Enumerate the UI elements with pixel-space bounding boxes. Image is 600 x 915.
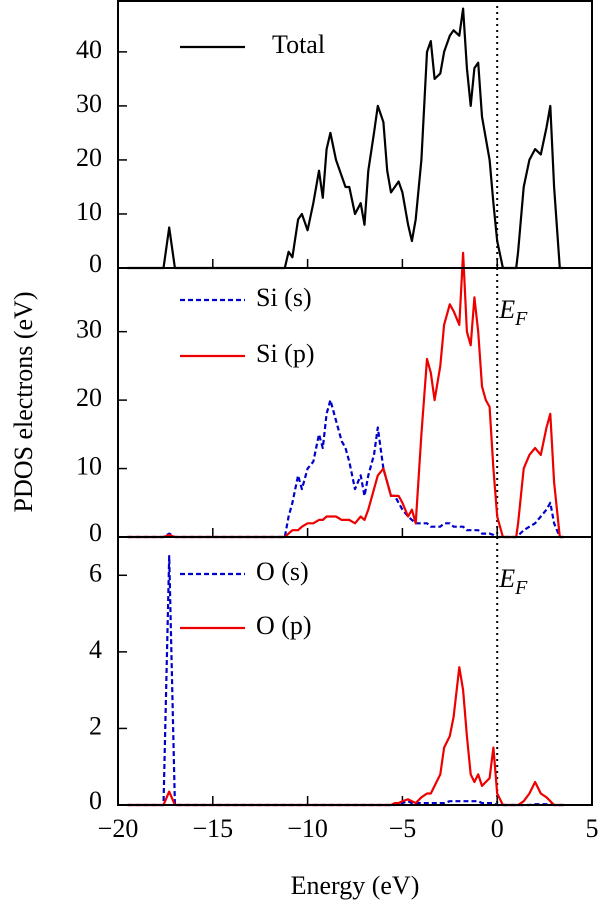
y-tick-label: 20 bbox=[76, 143, 102, 172]
legend-label: O (p) bbox=[256, 611, 312, 640]
annotation: EF bbox=[498, 564, 528, 599]
y-tick-label: 2 bbox=[89, 711, 102, 740]
y-tick-label: 6 bbox=[89, 558, 102, 587]
y-tick-label: 0 bbox=[89, 518, 102, 547]
y-tick-label: 10 bbox=[76, 452, 102, 481]
x-tick-label: 5 bbox=[586, 814, 599, 843]
legend-label: Si (s) bbox=[256, 283, 312, 312]
y-tick-label: 10 bbox=[76, 197, 102, 226]
annotation-subscript: F bbox=[514, 308, 528, 330]
x-tick-label: −5 bbox=[389, 814, 417, 843]
y-tick-label: 30 bbox=[76, 89, 102, 118]
y-tick-label: 0 bbox=[89, 249, 102, 278]
legend-label: Total bbox=[272, 30, 325, 59]
x-tick-label: −15 bbox=[192, 814, 233, 843]
y-tick-label: 30 bbox=[76, 315, 102, 344]
x-axis-label: Energy (eV) bbox=[291, 871, 420, 900]
annotation-text: E bbox=[498, 295, 515, 324]
annotation: EF bbox=[498, 295, 528, 330]
annotation-subscript: F bbox=[514, 577, 528, 599]
y-tick-label: 20 bbox=[76, 383, 102, 412]
x-tick-label: −10 bbox=[287, 814, 328, 843]
annotation-text: E bbox=[498, 564, 515, 593]
y-tick-label: 4 bbox=[89, 635, 102, 664]
series-line bbox=[127, 555, 564, 807]
y-tick-label: 40 bbox=[76, 35, 102, 64]
x-tick-label: 0 bbox=[491, 814, 504, 843]
y-tick-label: 0 bbox=[89, 786, 102, 815]
x-tick-label: −20 bbox=[98, 814, 139, 843]
y-axis-label: PDOS electrons (eV) bbox=[9, 292, 38, 513]
legend-label: O (s) bbox=[256, 557, 309, 586]
plot-frame bbox=[117, 0, 593, 806]
legend-label: Si (p) bbox=[256, 339, 315, 368]
